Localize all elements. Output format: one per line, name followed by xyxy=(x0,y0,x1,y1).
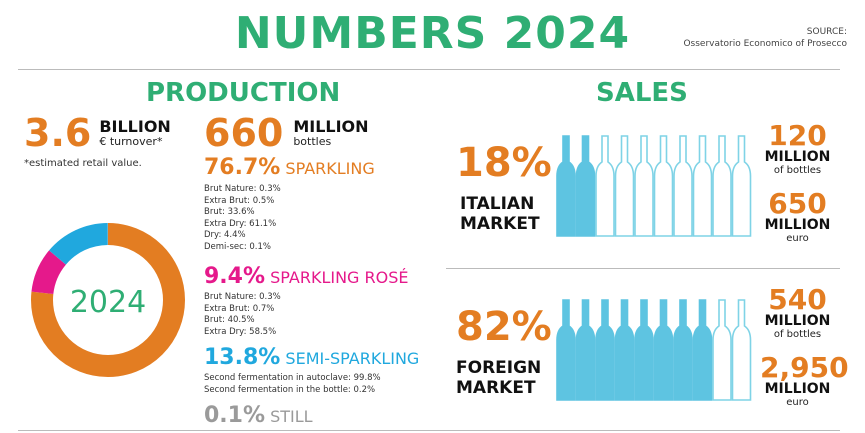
filled-bottle-icon xyxy=(673,299,693,401)
italian-volume-unit: MILLION xyxy=(764,149,831,165)
category-still: 0.1% STILL xyxy=(204,404,313,429)
foreign-market-label-line1: FOREIGN xyxy=(456,358,542,378)
empty-bottle-icon xyxy=(731,135,752,237)
sparkling-name: SPARKLING xyxy=(285,159,375,178)
rose-name: SPARKLING ROSÉ xyxy=(270,268,409,287)
production-donut-chart: 2024 xyxy=(31,223,185,377)
filled-bottle-icon xyxy=(595,299,615,401)
bottles-sub: bottles xyxy=(293,135,332,148)
italian-volume-value: 120 xyxy=(768,119,827,152)
empty-bottle-icon xyxy=(634,135,654,237)
detail-line: Second fermentation in the bottle: 0.2% xyxy=(204,384,376,395)
foreign-euro-value: 2,950 xyxy=(760,351,849,384)
filled-bottle-icon xyxy=(575,135,596,237)
footer-divider xyxy=(18,430,840,431)
detail-line: Extra Brut: 0.5% xyxy=(204,195,275,206)
foreign-euro-sub: euro xyxy=(786,397,809,408)
italian-market-pct: 18% xyxy=(456,140,552,186)
empty-bottle-icon xyxy=(614,135,635,237)
italian-volume-block: 120 MILLION of bottles xyxy=(760,122,835,177)
filled-bottle-icon xyxy=(556,299,576,401)
foreign-market-label: FOREIGN MARKET xyxy=(456,358,541,398)
italian-euro-unit: MILLION xyxy=(764,217,831,233)
category-rose: 9.4% SPARKLING ROSÉ Brut Nature: 0.3% Ext… xyxy=(204,265,409,338)
filled-bottle-icon xyxy=(653,299,674,401)
detail-line: Brut: 40.5% xyxy=(204,315,255,326)
filled-bottle-icon xyxy=(634,299,654,401)
foreign-market-label-line2: MARKET xyxy=(456,378,536,398)
italian-market-label-line1: ITALIAN xyxy=(460,194,535,214)
detail-line: Extra Dry: 61.1% xyxy=(204,218,277,229)
semi-sparkling-details: Second fermentation in autoclave: 99.8% S… xyxy=(204,373,419,396)
bottles-value: 660 xyxy=(204,111,284,155)
donut-segment-semi xyxy=(31,223,185,377)
sales-heading: SALES xyxy=(596,78,688,108)
semi-sparkling-pct: 13.8% xyxy=(204,345,281,370)
sparkling-pct: 76.7% xyxy=(204,155,281,180)
source-label: SOURCE: xyxy=(806,27,847,37)
filled-bottle-icon xyxy=(556,135,576,237)
filled-bottle-icon xyxy=(575,299,596,401)
turnover-block: 3.6 BILLION € turnover* xyxy=(24,114,171,152)
foreign-market-pct: 82% xyxy=(456,304,552,350)
detail-line: Dry: 4.4% xyxy=(204,230,246,241)
header-divider xyxy=(18,69,840,70)
empty-bottle-icon xyxy=(712,299,732,401)
source-note: SOURCE: Osservatorio Economico of Prosec… xyxy=(683,26,847,50)
bottles-unit: MILLION xyxy=(293,117,369,136)
donut-year-label: 2024 xyxy=(70,285,146,320)
empty-bottle-icon xyxy=(731,299,752,401)
empty-bottle-icon xyxy=(712,135,732,237)
sparkling-details: Brut Nature: 0.3% Extra Brut: 0.5% Brut: 3… xyxy=(204,184,375,254)
semi-sparkling-name: SEMI-SPARKLING xyxy=(285,349,420,368)
italian-euro-sub: euro xyxy=(786,233,809,244)
filled-bottle-icon xyxy=(692,299,713,401)
detail-line: Brut Nature: 0.3% xyxy=(204,184,281,194)
foreign-volume-unit: MILLION xyxy=(764,313,831,329)
italian-market-label-line2: MARKET xyxy=(460,214,540,234)
foreign-euro-block: 2,950 MILLION euro xyxy=(760,351,849,409)
filled-bottle-icon xyxy=(614,299,635,401)
sales-divider xyxy=(446,268,840,269)
italian-euro-value: 650 xyxy=(768,187,827,220)
empty-bottle-icon xyxy=(692,135,713,237)
foreign-volume-block: 540 MILLION of bottles xyxy=(760,286,835,341)
turnover-unit: BILLION xyxy=(99,117,171,136)
foreign-market-bottles xyxy=(556,299,752,401)
turnover-note: *estimated retail value. xyxy=(24,158,142,169)
empty-bottle-icon xyxy=(595,135,615,237)
detail-line: Brut Nature: 0.3% xyxy=(204,292,281,302)
production-heading: PRODUCTION xyxy=(146,78,341,108)
detail-line: Demi-sec: 0.1% xyxy=(204,241,271,252)
detail-line: Second fermentation in autoclave: 99.8% xyxy=(204,373,381,383)
empty-bottle-icon xyxy=(673,135,693,237)
turnover-sub: € turnover* xyxy=(99,135,163,148)
turnover-value: 3.6 xyxy=(24,111,92,155)
empty-bottle-icon xyxy=(653,135,674,237)
category-sparkling: 76.7% SPARKLING Brut Nature: 0.3% Extra B… xyxy=(204,156,375,254)
detail-line: Extra Dry: 58.5% xyxy=(204,326,277,337)
foreign-euro-unit: MILLION xyxy=(764,381,831,397)
foreign-volume-sub: of bottles xyxy=(773,329,822,340)
italian-euro-block: 650 MILLION euro xyxy=(760,190,835,245)
italian-market-label: ITALIAN MARKET xyxy=(460,194,540,234)
still-pct: 0.1% xyxy=(204,403,266,428)
rose-details: Brut Nature: 0.3% Extra Brut: 0.7% Brut: 4… xyxy=(204,292,409,338)
italian-volume-sub: of bottles xyxy=(773,165,822,176)
rose-pct: 9.4% xyxy=(204,264,266,289)
source-text: Osservatorio Economico of Prosecco xyxy=(683,39,847,49)
page-title: NUMBERS 2024 xyxy=(234,8,631,59)
category-semi-sparkling: 13.8% SEMI-SPARKLING Second fermentation… xyxy=(204,346,419,396)
italian-market-bottles xyxy=(556,135,752,237)
foreign-volume-value: 540 xyxy=(768,283,827,316)
detail-line: Brut: 33.6% xyxy=(204,207,255,218)
still-name: STILL xyxy=(270,407,313,426)
detail-line: Extra Brut: 0.7% xyxy=(204,303,275,314)
bottles-block: 660 MILLION bottles xyxy=(204,114,369,152)
